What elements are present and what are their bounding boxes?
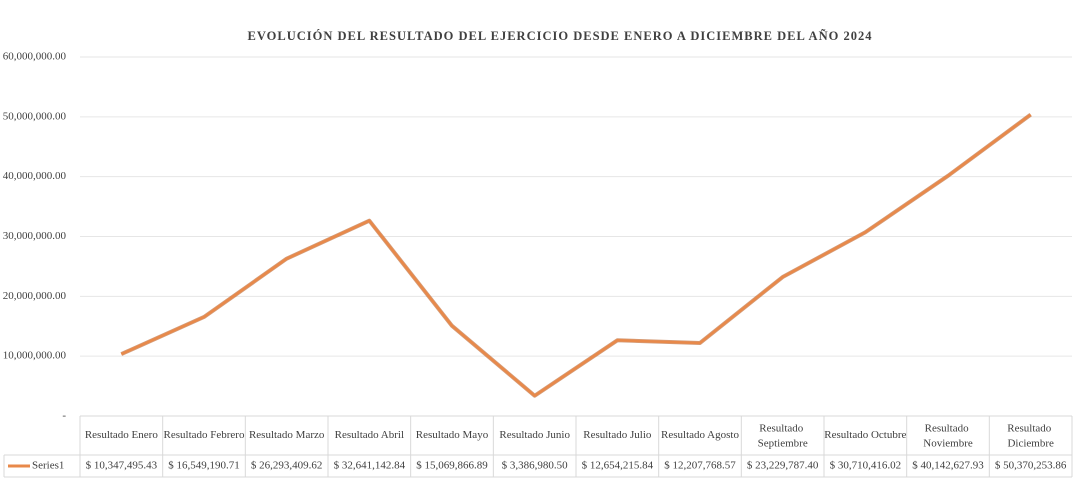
y-tick-label: 60,000,000.00 (3, 51, 67, 63)
data-label: $ 40,142,627.93 (912, 460, 984, 472)
data-label: $ 30,710,416.02 (830, 460, 902, 472)
data-label: $ 23,229,787.40 (747, 460, 819, 472)
x-tick-label: Resultado Diciembre (1007, 422, 1054, 449)
data-label: $ 50,370,253.86 (995, 460, 1067, 472)
data-label: $ 26,293,409.62 (251, 460, 323, 472)
x-tick-label: Resultado Febrero (164, 429, 245, 441)
chart-title: EVOLUCIÓN DEL RESULTADO DEL EJERCICIO DE… (248, 29, 873, 43)
data-label: $ 12,207,768.57 (664, 460, 736, 472)
legend-label: Series1 (32, 460, 64, 472)
x-tick-label: Resultado Agosto (661, 429, 739, 441)
x-tick-label: Resultado Enero (85, 429, 159, 441)
data-label: $ 12,654,215.84 (582, 460, 654, 472)
x-tick-label: Resultado Julio (583, 429, 652, 441)
y-tick-label: 20,000,000.00 (3, 290, 67, 302)
y-tick-label: - (62, 410, 66, 422)
x-tick-label: Resultado Abril (335, 429, 404, 441)
data-label: $ 15,069,866.89 (416, 460, 488, 472)
series-line (120, 113, 1032, 397)
x-tick-label: Resultado Marzo (249, 429, 325, 441)
data-label: $ 16,549,190.71 (168, 460, 240, 472)
x-tick-label: Resultado Mayo (416, 429, 489, 441)
data-label: $ 3,386,980.50 (502, 460, 569, 472)
data-label: $ 32,641,142.84 (334, 460, 406, 472)
x-tick-label: Resultado Octubre (824, 429, 906, 441)
y-tick-label: 50,000,000.00 (3, 110, 67, 122)
line-shadow (120, 113, 1032, 398)
y-tick-label: 40,000,000.00 (3, 170, 67, 182)
x-tick-label: Resultado Noviembre (923, 422, 973, 449)
y-tick-label: 30,000,000.00 (3, 230, 67, 242)
data-label: $ 10,347,495.43 (86, 460, 158, 472)
y-tick-label: 10,000,000.00 (3, 350, 67, 362)
x-tick-label: Resultado Septiembre (758, 422, 808, 449)
x-tick-label: Resultado Junio (499, 429, 570, 441)
